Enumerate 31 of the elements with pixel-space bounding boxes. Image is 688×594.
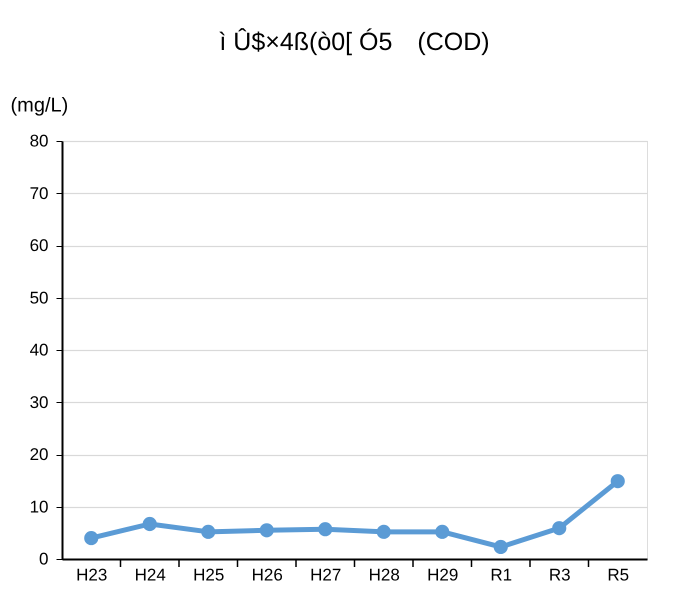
x-tick-label: H27	[310, 566, 342, 584]
y-tick-label: 70	[30, 184, 48, 203]
x-tick-label: H28	[368, 566, 400, 584]
point	[260, 523, 274, 538]
x-tick-label: H26	[252, 566, 283, 584]
x-tick-label: R1	[490, 566, 512, 584]
x-tick-label: R3	[548, 566, 571, 584]
y-tick-label: 30	[30, 392, 48, 412]
point	[494, 540, 508, 554]
point	[142, 516, 157, 532]
x-tick-label: H29	[427, 566, 458, 584]
x-tick-label: H23	[76, 566, 108, 584]
x-tick-label: R5	[607, 566, 630, 584]
point	[84, 531, 98, 546]
y-tick-label: 40	[30, 340, 48, 360]
point	[376, 524, 391, 539]
point	[435, 524, 450, 539]
point	[318, 522, 332, 536]
y-axis-title: (mg/L)	[10, 94, 68, 116]
point	[552, 521, 566, 536]
x-tick-label: H24	[134, 566, 166, 584]
x-tick-label: H25	[193, 566, 224, 584]
y-tick-label: 80	[30, 132, 48, 150]
y-tick-label: 50	[30, 288, 48, 308]
y-tick-label: 20	[30, 445, 48, 464]
point	[610, 474, 625, 488]
y-tick-label: 0	[39, 550, 48, 568]
point	[201, 524, 216, 539]
y-tick-label: 10	[30, 497, 48, 516]
y-tick-label: 60	[30, 236, 48, 255]
chart-title: ì Û$×4ß(ò0[ Ó5 (COD)	[219, 28, 490, 56]
